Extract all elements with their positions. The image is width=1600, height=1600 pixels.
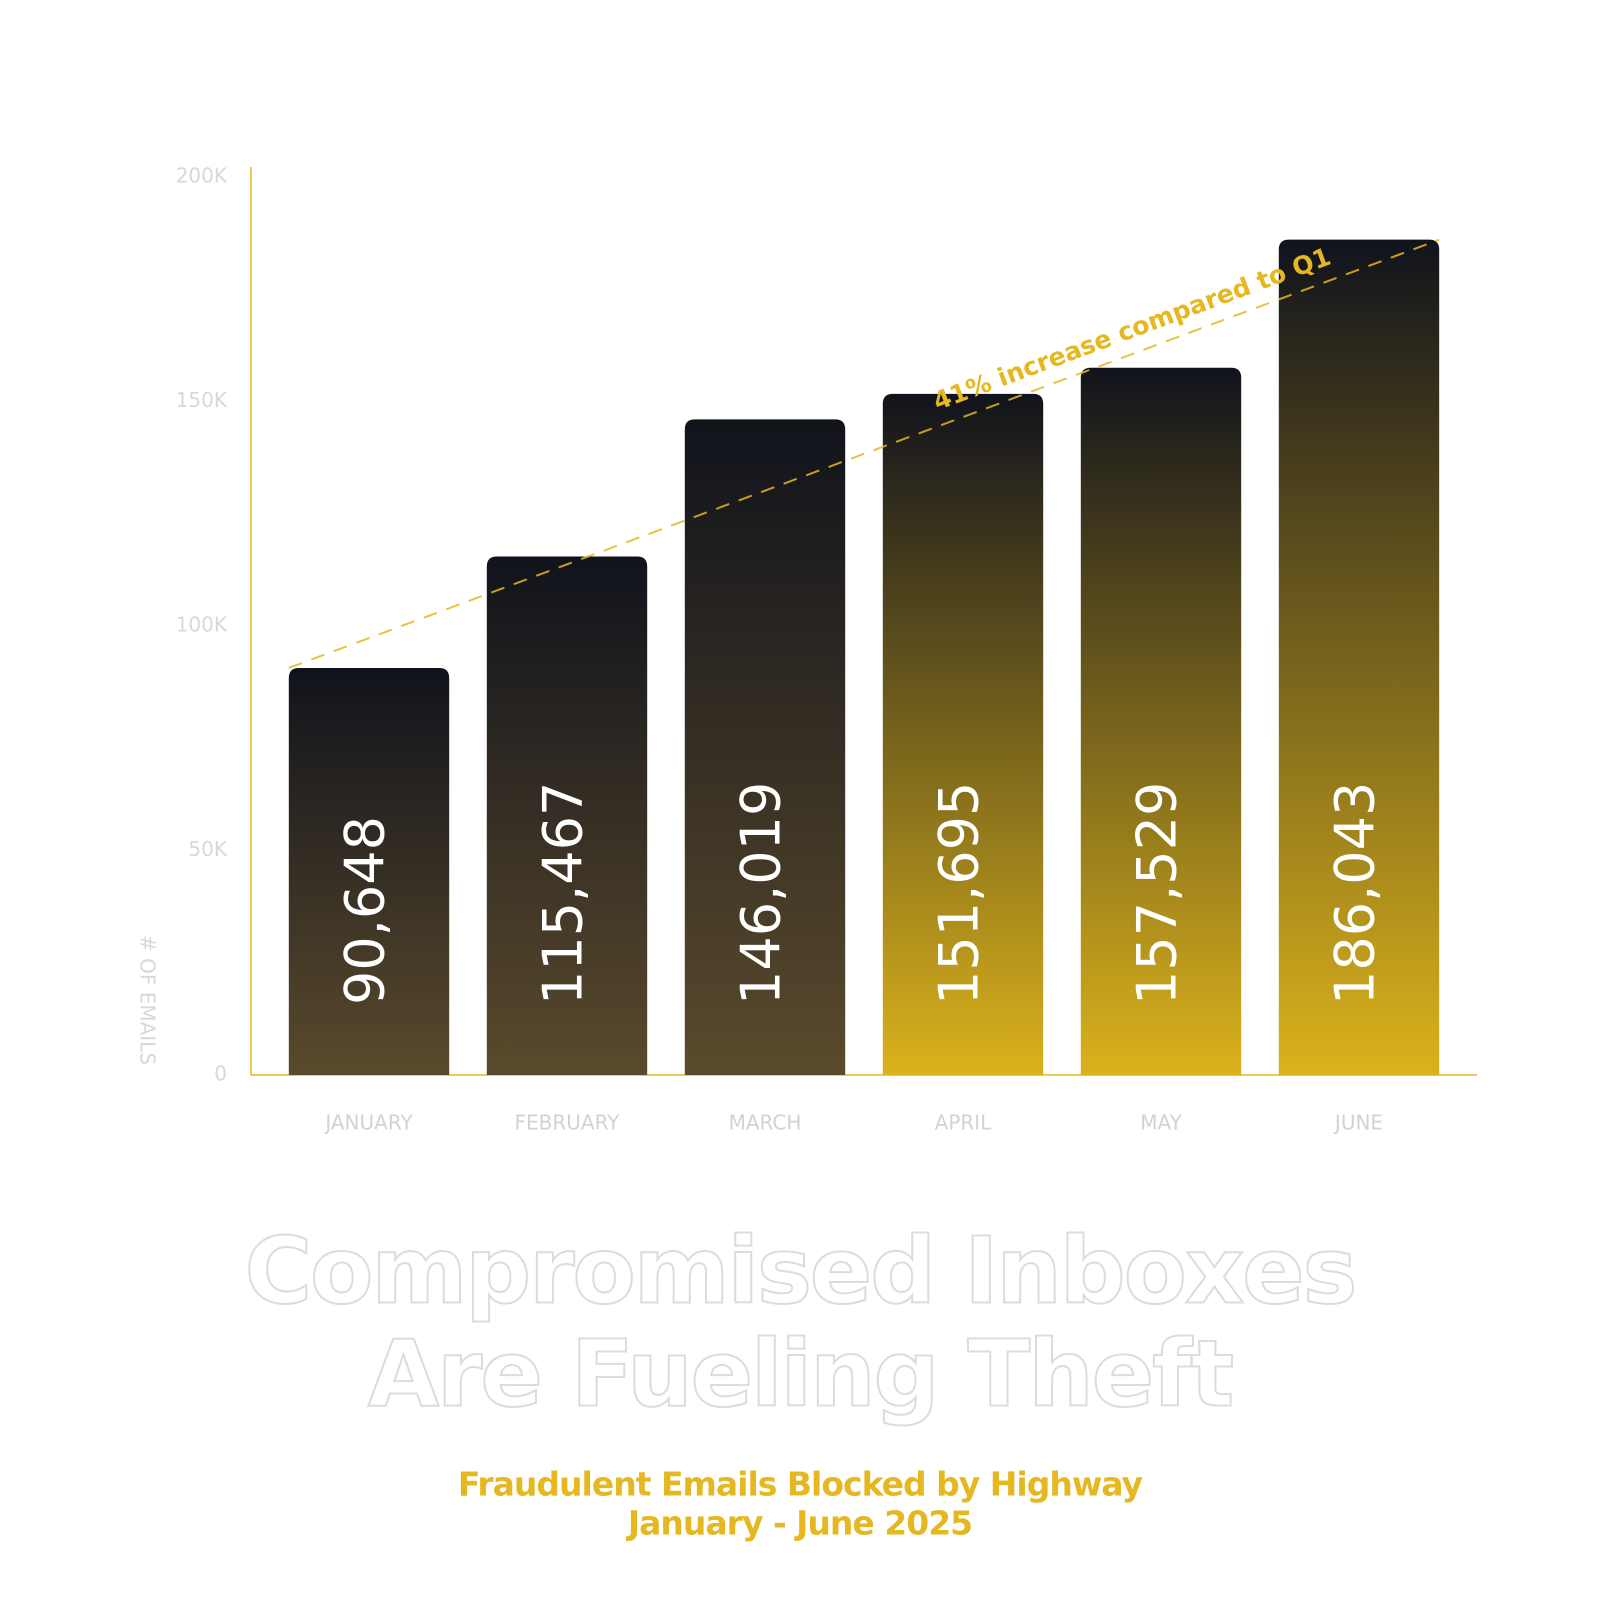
value-label: 151,695 (928, 782, 991, 1005)
value-label: 90,648 (334, 816, 397, 1005)
y-tick-label: 100K (176, 613, 228, 637)
value-label: 146,019 (730, 782, 793, 1005)
subtitle-line: Fraudulent Emails Blocked by Highway (458, 1465, 1143, 1504)
value-label: 186,043 (1324, 782, 1387, 1005)
x-tick-label: MAY (1140, 1111, 1182, 1135)
trend-line (288, 238, 1440, 669)
bar (486, 556, 648, 1075)
bar (1278, 239, 1440, 1075)
y-axis-label: # OF EMAILS (136, 935, 160, 1065)
title-line: Are Fueling Theft (368, 1320, 1232, 1427)
value-label: 115,467 (532, 782, 595, 1005)
y-tick-label: 0 (214, 1062, 227, 1086)
x-tick-label: JANUARY (323, 1111, 413, 1135)
value-label: 157,529 (1126, 782, 1189, 1005)
x-tick-label: MARCH (729, 1111, 802, 1135)
y-tick-label: 200K (176, 164, 228, 188)
x-tick-label: JUNE (1333, 1111, 1383, 1135)
y-tick-label: 50K (188, 837, 227, 861)
y-tick-label: 150K (176, 388, 228, 412)
bar (882, 393, 1044, 1076)
bar (684, 419, 846, 1075)
x-tick-label: FEBRUARY (515, 1111, 621, 1135)
x-tick-label: APRIL (935, 1111, 993, 1135)
title-line: Compromised Inboxes (245, 1217, 1356, 1324)
subtitle-line: January - June 2025 (626, 1504, 972, 1543)
bar (288, 667, 450, 1075)
bar (1080, 367, 1242, 1075)
